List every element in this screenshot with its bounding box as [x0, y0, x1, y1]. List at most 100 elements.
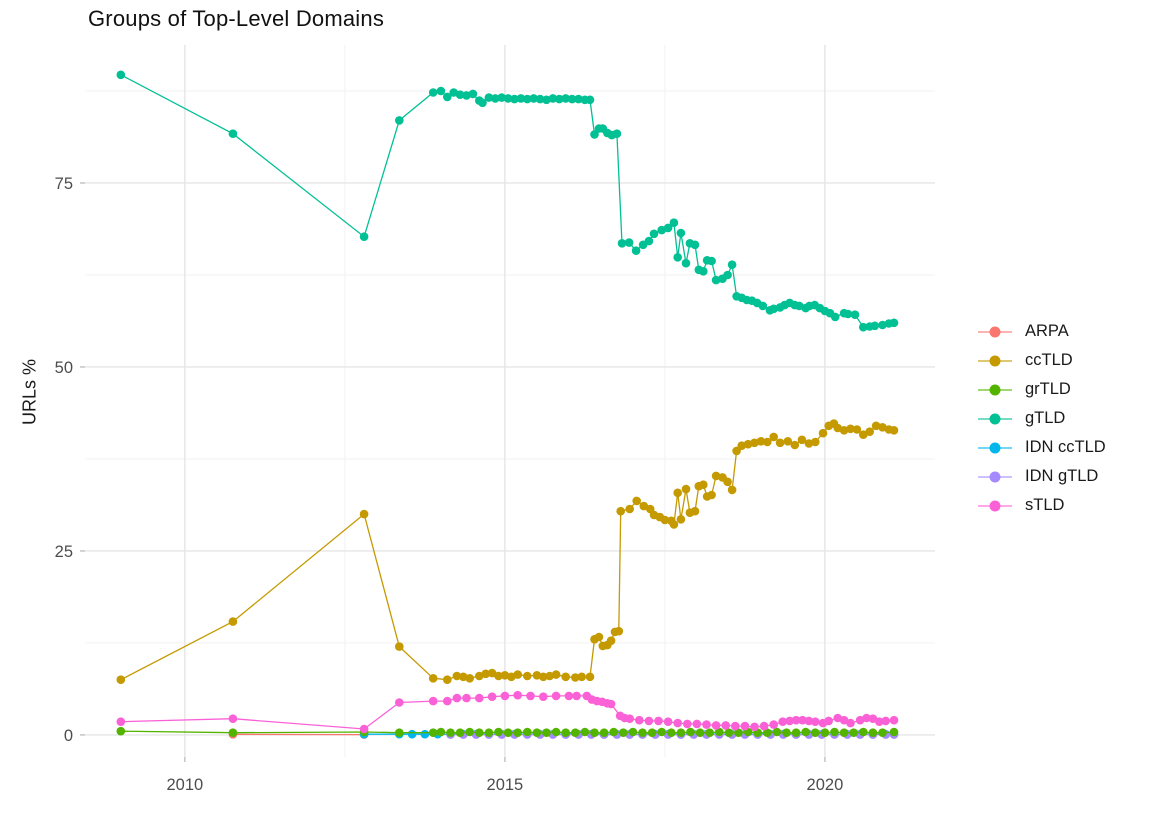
data-point-gtld [395, 116, 404, 125]
data-point-cctld [769, 432, 778, 442]
data-point-gtld [699, 267, 708, 276]
data-point-gtld [542, 95, 551, 105]
data-point-grtld [532, 728, 542, 737]
data-point-stld [644, 716, 654, 726]
data-point-cctld [723, 477, 732, 487]
data-point-grtld [428, 728, 438, 737]
data-point-gtld [497, 93, 507, 102]
series-gtld [116, 70, 899, 332]
data-point-stld [711, 721, 721, 730]
data-point-grtld [494, 727, 503, 737]
data-point-grtld [395, 728, 404, 737]
data-point-stld [778, 717, 787, 726]
data-point-stld [759, 721, 769, 731]
data-point-grtld [820, 728, 830, 737]
data-point-stld [116, 717, 126, 726]
data-point-grtld [638, 728, 647, 737]
data-point-gtld [690, 240, 700, 250]
legend-key-icon [978, 499, 1012, 513]
data-point-gtld [830, 312, 840, 322]
data-point-cctld [395, 642, 404, 651]
series-stld [116, 690, 899, 734]
data-point-stld [804, 716, 814, 726]
legend-key-icon [978, 383, 1012, 397]
data-point-gtld [535, 94, 545, 104]
data-point-gtld [516, 94, 526, 103]
legend-label: IDN gTLD [1025, 467, 1099, 485]
data-point-grtld [686, 727, 695, 737]
data-point-gtld [669, 218, 679, 227]
data-point-cctld [811, 437, 820, 447]
data-point-cctld [452, 671, 462, 681]
data-point-stld [673, 718, 682, 728]
data-point-grtld [436, 727, 446, 737]
data-point-stld [683, 719, 692, 729]
data-point-grtld [580, 727, 590, 737]
data-point-stld [513, 690, 522, 700]
data-point-grtld [228, 728, 238, 737]
data-point-grtld [868, 728, 878, 737]
data-point-cctld [889, 426, 899, 435]
data-point-cctld [625, 504, 634, 514]
legend-label: ARPA [1025, 322, 1069, 340]
data-point-grtld [715, 727, 724, 737]
chart-title: Groups of Top-Level Domains [88, 6, 385, 31]
data-point-cctld [660, 515, 670, 525]
legend-item-cctld: ccTLD [978, 346, 1106, 375]
data-point-cctld [756, 437, 766, 446]
data-point-gtld [870, 321, 880, 331]
data-point-stld [663, 717, 673, 726]
data-point-grtld [465, 727, 475, 737]
data-point-gtld [624, 238, 634, 247]
data-point-gtld [711, 275, 721, 285]
legend-key-icon [978, 470, 1012, 484]
data-point-grtld [667, 728, 676, 737]
data-point-cctld [775, 438, 785, 448]
data-point-stld [875, 717, 884, 726]
data-point-cctld [116, 675, 126, 684]
legend-item-stld: sTLD [978, 491, 1106, 520]
data-point-gtld [529, 94, 538, 103]
data-point-idn-cctld [420, 729, 430, 739]
data-point-cctld [585, 672, 595, 682]
data-point-stld [487, 692, 497, 701]
data-point-gtld [681, 258, 691, 268]
data-point-stld [475, 693, 484, 703]
data-point-cctld [669, 520, 679, 529]
data-point-cctld [673, 488, 682, 498]
legend-label: sTLD [1025, 496, 1065, 514]
data-point-grtld [628, 727, 638, 737]
legend-item-gtld: gTLD [978, 404, 1106, 433]
data-point-gtld [649, 229, 659, 239]
data-point-gtld [631, 246, 641, 255]
data-point-gtld [484, 93, 494, 102]
data-point-stld [654, 716, 663, 726]
series-grtld [116, 726, 899, 737]
data-point-grtld [724, 728, 734, 737]
data-point-gtld [359, 232, 369, 241]
data-point-gtld [428, 88, 438, 97]
data-point-cctld [577, 672, 586, 682]
data-point-gtld [663, 223, 673, 233]
data-point-stld [359, 724, 369, 734]
data-point-gtld [585, 95, 595, 105]
gridlines [85, 45, 935, 757]
data-point-grtld [116, 726, 126, 736]
data-point-cctld [616, 506, 625, 516]
data-point-gtld [478, 98, 487, 108]
data-point-stld [798, 715, 807, 725]
data-point-cctld [513, 670, 522, 679]
data-point-cctld [743, 439, 753, 449]
data-point-grtld [503, 728, 513, 737]
data-point-stld [564, 691, 574, 701]
axis-ticks [80, 182, 826, 762]
data-point-gtld [644, 236, 654, 246]
data-point-idn-cctld [407, 729, 417, 739]
data-point-cctld [859, 430, 868, 440]
series-arpa [228, 730, 369, 739]
data-point-cctld [487, 668, 497, 678]
data-point-grtld [571, 728, 580, 737]
data-point-gtld [443, 92, 452, 102]
series-cctld [116, 419, 899, 684]
